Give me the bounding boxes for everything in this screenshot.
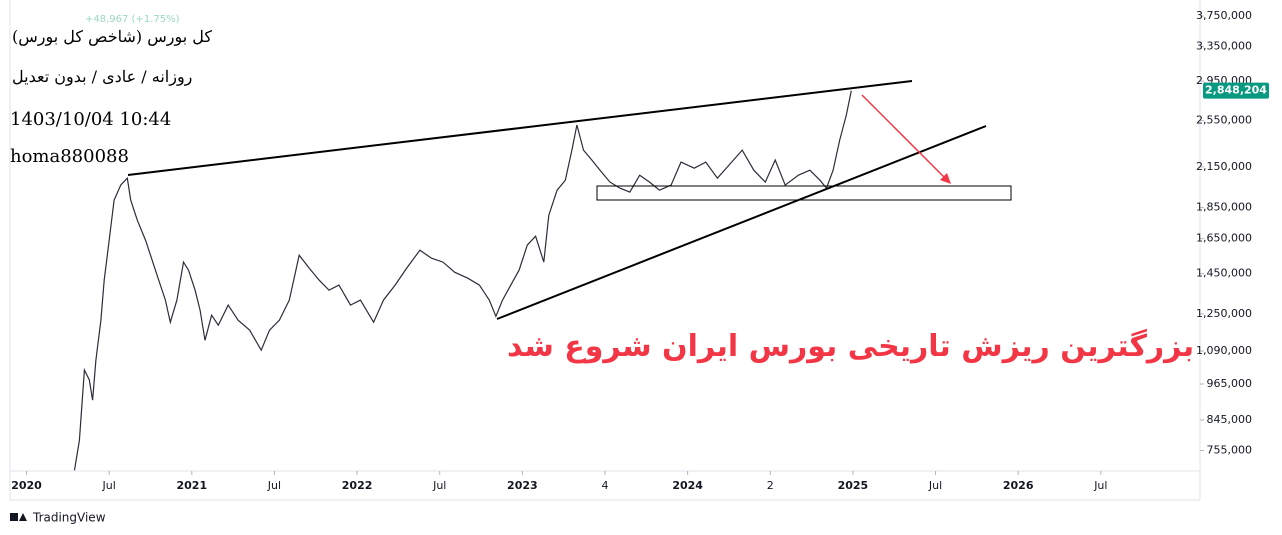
y-tick-label: 2,550,000 xyxy=(1196,114,1252,127)
x-tick-label: 2021 xyxy=(176,479,207,492)
brand: TradingView xyxy=(32,511,106,525)
last-price-tag xyxy=(1203,82,1269,99)
y-tick-label: 1,650,000 xyxy=(1196,232,1252,245)
annotation: بزرگترین ریزش تاریخی بورس ایران شروع شد xyxy=(507,329,1195,364)
x-tick-label: Jul xyxy=(267,479,281,492)
trend-line xyxy=(496,125,987,320)
author: homa880088 xyxy=(10,146,129,167)
subtitle: روزانه / عادی / بدون تعدیل xyxy=(12,67,193,86)
x-tick-label: 2025 xyxy=(838,479,869,492)
price-line xyxy=(73,90,852,471)
x-tick-label: 2020 xyxy=(11,479,42,492)
change: +48,967 (+1.75%) xyxy=(85,14,180,25)
x-tick-label: Jul xyxy=(432,479,446,492)
trend-line xyxy=(127,80,913,176)
y-tick-label: 1,850,000 xyxy=(1196,201,1252,214)
title: كل بورس (شاخص كل بورس) xyxy=(12,27,213,46)
y-tick-label: 755,000 xyxy=(1207,444,1253,457)
x-tick-label: 2 xyxy=(767,479,774,492)
x-tick-label: 4 xyxy=(602,479,609,492)
x-tick-label: Jul xyxy=(928,479,942,492)
y-tick-label: 845,000 xyxy=(1207,413,1253,426)
x-tick-label: 2023 xyxy=(507,479,538,492)
x-tick-label: 2024 xyxy=(672,479,703,492)
x-tick-label: Jul xyxy=(102,479,116,492)
plot xyxy=(73,90,852,471)
x-tick-label: 2026 xyxy=(1003,479,1034,492)
timestamp: 1403/10/04 10:44 xyxy=(10,109,172,130)
support-box xyxy=(596,185,1012,201)
y-tick-label: 1,090,000 xyxy=(1196,344,1252,357)
y-tick-label: 1,250,000 xyxy=(1196,307,1252,320)
x-tick-label: 2022 xyxy=(342,479,373,492)
arrow-line xyxy=(861,94,947,180)
y-tick-label: 3,750,000 xyxy=(1196,9,1252,22)
tradingview-logo: TradingView xyxy=(10,511,106,525)
last-price-label: 2,848,204 xyxy=(1205,84,1267,97)
y-tick-label: 1,450,000 xyxy=(1196,267,1252,280)
arrow-head xyxy=(940,173,951,184)
y-tick-label: 3,350,000 xyxy=(1196,40,1252,53)
y-tick-label: 965,000 xyxy=(1207,377,1253,390)
x-tick-label: Jul xyxy=(1093,479,1107,492)
y-tick-label: 2,150,000 xyxy=(1196,160,1252,173)
